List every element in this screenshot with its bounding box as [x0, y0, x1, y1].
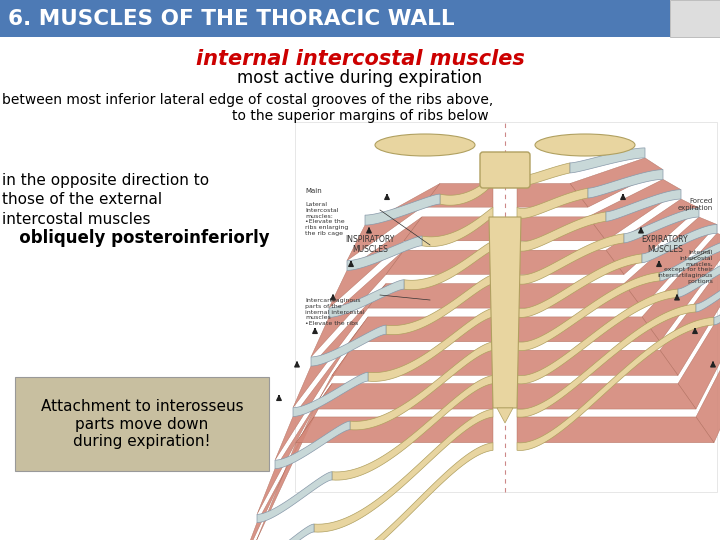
Polygon shape — [239, 524, 314, 540]
Text: 6. MUSCLES OF THE THORACIC WALL: 6. MUSCLES OF THE THORACIC WALL — [8, 9, 454, 29]
Text: Internal
intercostal
muscles,
except for their
intercartilaginous
portions: Internal intercostal muscles, except for… — [657, 250, 713, 284]
Polygon shape — [350, 317, 493, 342]
Text: intercostal muscles: intercostal muscles — [2, 213, 150, 227]
Polygon shape — [517, 350, 678, 375]
Polygon shape — [517, 289, 678, 384]
Polygon shape — [347, 236, 422, 271]
Text: Attachment to interosseus
parts move down
during expiration!: Attachment to interosseus parts move dow… — [41, 399, 243, 449]
Polygon shape — [296, 443, 493, 540]
Text: Lateral
Intercostal
muscles:
•Elevate the
ribs enlarging
the rib cage: Lateral Intercostal muscles: •Elevate th… — [305, 202, 348, 236]
Polygon shape — [517, 304, 696, 417]
Polygon shape — [517, 184, 588, 207]
Polygon shape — [314, 383, 493, 409]
Polygon shape — [696, 264, 720, 312]
Polygon shape — [422, 184, 493, 207]
Polygon shape — [714, 273, 720, 325]
Polygon shape — [239, 383, 332, 540]
Text: Intercartilaginous
parts of the
internal intercostal
muscles
•Elevate the ribs: Intercartilaginous parts of the internal… — [305, 298, 364, 326]
Polygon shape — [404, 241, 493, 289]
Polygon shape — [440, 173, 493, 205]
Polygon shape — [517, 317, 660, 342]
Polygon shape — [293, 284, 386, 408]
Text: internal intercostal muscles: internal intercostal muscles — [196, 49, 524, 69]
Polygon shape — [588, 179, 681, 241]
Polygon shape — [257, 350, 350, 514]
Text: obliquely posteroinferiorly: obliquely posteroinferiorly — [2, 229, 269, 247]
Text: most active during expiration: most active during expiration — [238, 69, 482, 87]
Polygon shape — [422, 207, 493, 247]
Polygon shape — [368, 284, 493, 308]
Polygon shape — [570, 158, 663, 207]
FancyBboxPatch shape — [15, 377, 269, 471]
Polygon shape — [257, 472, 332, 523]
Polygon shape — [642, 233, 720, 342]
Polygon shape — [329, 217, 422, 308]
Polygon shape — [660, 248, 720, 375]
Polygon shape — [624, 217, 717, 308]
Polygon shape — [517, 212, 606, 251]
Polygon shape — [311, 250, 404, 357]
Polygon shape — [517, 272, 660, 350]
Polygon shape — [696, 272, 720, 443]
Text: between most inferior lateral edge of costal grooves of the ribs above,: between most inferior lateral edge of co… — [2, 93, 493, 107]
Text: INSPIRATORY
MUSCLES: INSPIRATORY MUSCLES — [346, 235, 395, 254]
Text: Forced
expiration: Forced expiration — [678, 198, 713, 211]
Polygon shape — [606, 190, 681, 221]
Polygon shape — [678, 261, 720, 409]
FancyBboxPatch shape — [670, 0, 720, 37]
Polygon shape — [660, 239, 720, 281]
Polygon shape — [296, 417, 493, 443]
Polygon shape — [404, 217, 493, 241]
Polygon shape — [606, 199, 699, 274]
Polygon shape — [624, 208, 699, 243]
FancyBboxPatch shape — [480, 152, 530, 188]
Polygon shape — [275, 317, 368, 460]
Polygon shape — [517, 250, 624, 274]
Polygon shape — [275, 421, 350, 469]
Polygon shape — [678, 253, 720, 297]
Polygon shape — [517, 417, 714, 443]
Polygon shape — [517, 234, 624, 284]
Polygon shape — [311, 325, 386, 366]
Polygon shape — [386, 274, 493, 335]
Polygon shape — [489, 217, 521, 408]
Text: EXPIRATORY
MUSCLES: EXPIRATORY MUSCLES — [642, 235, 688, 254]
Ellipse shape — [375, 134, 475, 156]
Polygon shape — [642, 225, 717, 263]
Ellipse shape — [535, 134, 635, 156]
Text: to the superior margins of ribs below: to the superior margins of ribs below — [232, 109, 488, 123]
Polygon shape — [350, 342, 493, 430]
Polygon shape — [329, 280, 404, 318]
FancyBboxPatch shape — [295, 122, 717, 492]
Polygon shape — [497, 408, 513, 423]
Text: Main: Main — [305, 188, 322, 194]
Polygon shape — [517, 254, 642, 318]
Polygon shape — [293, 372, 368, 416]
Text: those of the external: those of the external — [2, 192, 162, 207]
Polygon shape — [570, 148, 645, 173]
Polygon shape — [517, 284, 642, 308]
Polygon shape — [314, 409, 493, 532]
Polygon shape — [332, 350, 493, 375]
FancyBboxPatch shape — [0, 0, 670, 37]
Polygon shape — [332, 375, 493, 480]
Polygon shape — [517, 217, 606, 241]
Polygon shape — [517, 163, 570, 186]
Polygon shape — [588, 170, 663, 198]
Polygon shape — [221, 417, 314, 540]
Polygon shape — [365, 194, 440, 225]
Polygon shape — [347, 184, 440, 261]
Polygon shape — [517, 188, 588, 218]
Text: in the opposite direction to: in the opposite direction to — [2, 172, 209, 187]
Polygon shape — [517, 318, 714, 450]
Polygon shape — [517, 383, 696, 409]
Polygon shape — [386, 250, 493, 274]
Polygon shape — [368, 308, 493, 381]
